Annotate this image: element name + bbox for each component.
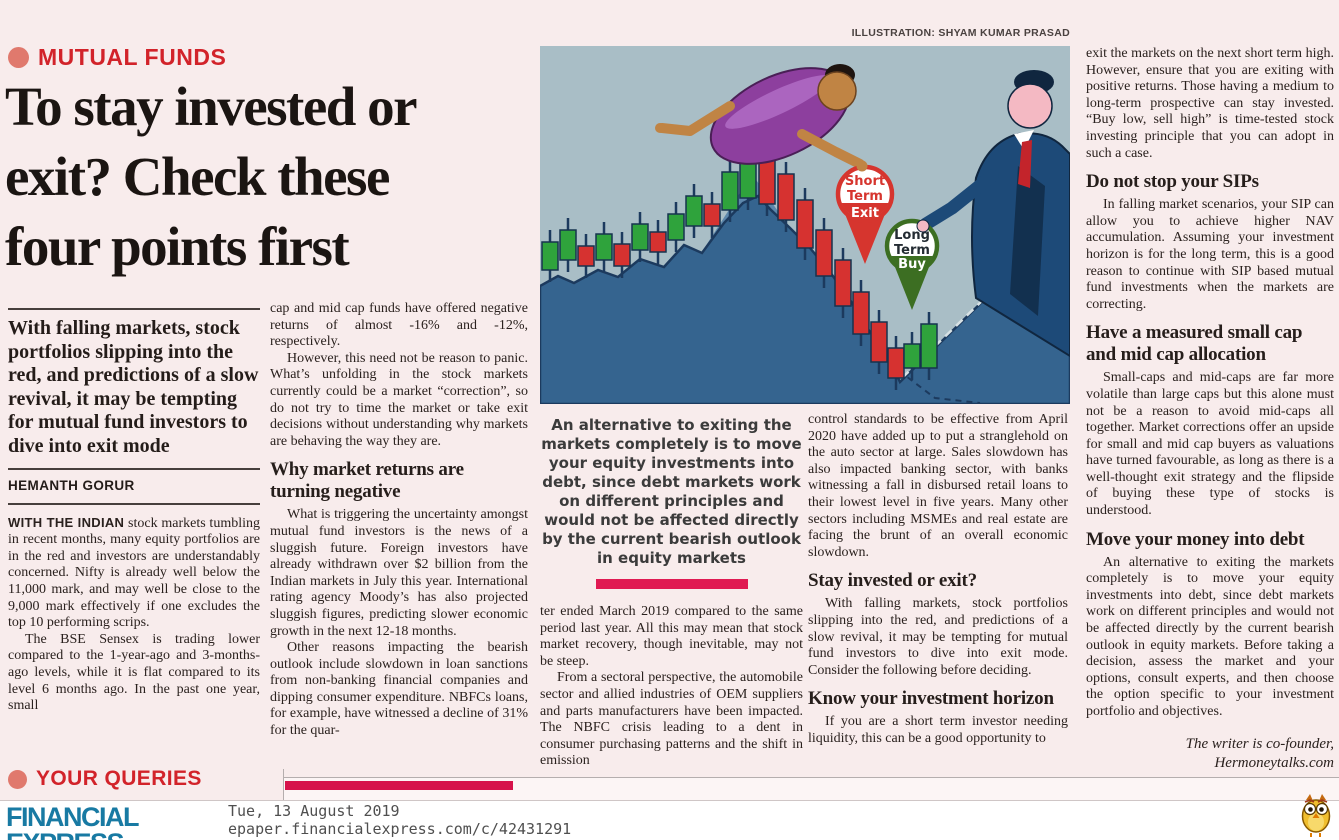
body-paragraph: exit the markets on the next short term … [1086, 46, 1334, 161]
section-subhead-stay-invested: Stay invested or exit? [808, 570, 977, 592]
body-paragraph: From a sectoral perspective, the automob… [540, 670, 803, 769]
long-term-buy-pin: Long Term Buy [884, 218, 940, 310]
section-kicker-label: MUTUAL FUNDS [38, 44, 227, 70]
investor-hand [916, 219, 930, 233]
illustration-credit: ILLUSTRATION: SHYAM KUMAR PRASAD [851, 27, 1070, 39]
writer-credit: The writer is co-founder, Hermoneytalks.… [1185, 735, 1334, 771]
section-kicker-label: YOUR QUERIES [36, 767, 202, 790]
kicker-dot-icon [8, 47, 29, 68]
body-paragraph: WITH THE INDIAN stock markets tumbling i… [8, 514, 260, 631]
section-subhead-debt: Move your money into debt [1086, 528, 1305, 550]
section-kicker-queries: YOUR QUERIES [8, 767, 202, 791]
market-illustration: Short Term Exit Long Term Buy [540, 46, 1070, 404]
body-paragraph: ter ended March 2019 compared to the sam… [540, 604, 803, 669]
section-subhead-sips: Do not stop your SIPs [1086, 171, 1259, 193]
epaper-url: epaper.financialexpress.com/c/42431291 [228, 820, 572, 838]
edition-date: Tue, 13 August 2019 [228, 802, 400, 820]
section-subhead-market-returns: Why market returns are turning negative [270, 459, 464, 503]
headline-line: exit? Check these [5, 146, 390, 207]
headline-line: To stay invested or [5, 76, 418, 137]
divider [8, 308, 260, 310]
candlestick-chart [541, 130, 938, 390]
divider [283, 769, 284, 777]
body-paragraph: control standards to be effective from A… [808, 412, 1068, 560]
exiting-investor-figure [655, 64, 865, 169]
logo-text: FINANCIAL EXPRESS [6, 802, 139, 840]
divider [8, 502, 260, 505]
article-headline: To stay invested or exit? Check these fo… [5, 72, 530, 282]
kicker-dot-icon [8, 769, 27, 789]
section-subhead-smallcap: Have a measured small cap and mid cap al… [1086, 322, 1303, 366]
owl-mascot-icon [1301, 794, 1331, 837]
headline-line: four points first [5, 216, 350, 277]
svg-text:Term: Term [847, 189, 883, 204]
body-paragraph: In falling market scenarios, your SIP ca… [1086, 197, 1334, 312]
body-paragraph: The BSE Sensex is trading lower compared… [8, 631, 260, 714]
next-section-box [283, 777, 1339, 803]
body-paragraph: If you are a short term investor needing… [808, 714, 1068, 746]
svg-text:Exit: Exit [851, 206, 879, 221]
pull-quote: An alternative to exiting the markets co… [541, 416, 802, 567]
buying-investor-figure [919, 70, 1070, 358]
body-paragraph: With falling markets, stock portfolios s… [808, 596, 1068, 678]
pull-quote-bar [595, 579, 748, 589]
red-bar [285, 781, 513, 790]
lead-in: WITH THE INDIAN [8, 514, 125, 530]
financial-express-logo: FINANCIAL EXPRESS READ TO LEAD [6, 804, 218, 840]
svg-text:Short: Short [845, 174, 885, 189]
body-paragraph: However, this need not be reason to pani… [270, 350, 528, 449]
svg-text:Term: Term [894, 243, 930, 258]
svg-text:Buy: Buy [898, 257, 926, 272]
investor-hand [856, 160, 868, 172]
body-paragraph: An alternative to exiting the markets co… [1086, 554, 1334, 719]
column-1: With falling markets, stock portfolios s… [8, 308, 260, 715]
divider [8, 468, 260, 470]
column-4: control standards to be effective from A… [808, 412, 1068, 748]
byline: HEMANTH GORUR [8, 478, 135, 493]
body-paragraph: Small-caps and mid-caps are far more vol… [1086, 370, 1334, 519]
body-paragraph: Other reasons impacting the bearish outl… [270, 640, 528, 739]
standfirst: With falling markets, stock portfolios s… [8, 317, 259, 457]
downtrend-dashed-line [889, 363, 981, 404]
section-kicker: MUTUAL FUNDS [8, 44, 226, 71]
body-paragraph: cap and mid cap funds have offered negat… [270, 301, 528, 350]
epaper-footer: FINANCIAL EXPRESS READ TO LEAD Tue, 13 A… [0, 800, 1339, 840]
column-3: An alternative to exiting the markets co… [540, 412, 803, 770]
column-5: exit the markets on the next short term … [1086, 46, 1334, 773]
section-subhead-investment-horizon: Know your investment horizon [808, 688, 1054, 710]
column-2: cap and mid cap funds have offered negat… [270, 301, 528, 740]
body-paragraph: What is triggering the uncertainty among… [270, 507, 528, 639]
